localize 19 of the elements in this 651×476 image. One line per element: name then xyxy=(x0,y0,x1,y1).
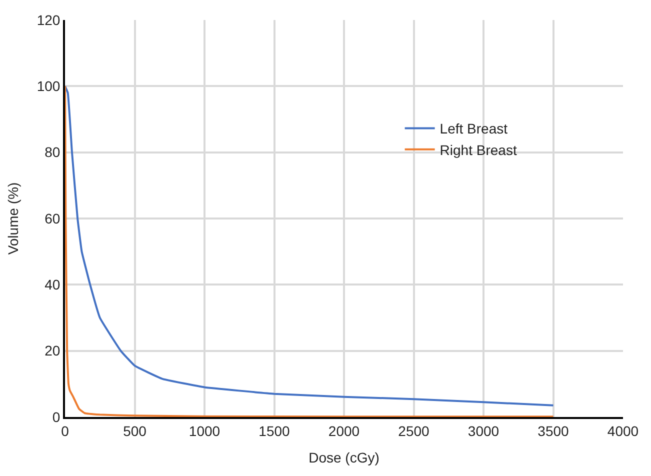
x-axis-title: Dose (cGy) xyxy=(308,450,380,466)
y-tick-label: 20 xyxy=(44,342,60,359)
x-tick-label: 2000 xyxy=(328,422,360,439)
y-tick-label: 60 xyxy=(44,210,60,226)
y-tick-label: 80 xyxy=(44,144,60,160)
x-tick-label: 500 xyxy=(123,422,147,439)
legend-label: Left Breast xyxy=(440,120,508,137)
x-tick-label: 1000 xyxy=(188,422,220,439)
x-tick-label: 3000 xyxy=(468,422,500,439)
y-tick-label: 120 xyxy=(36,12,60,28)
x-tick-label: 1500 xyxy=(258,422,290,439)
y-tick-label: 40 xyxy=(44,276,60,293)
x-tick-label: 4000 xyxy=(607,422,639,439)
x-tick-label: 3500 xyxy=(538,422,570,439)
y-tick-label: 100 xyxy=(36,78,60,94)
y-axis-title: Volume (%) xyxy=(4,182,21,255)
y-tick-label: 0 xyxy=(52,408,60,425)
legend-label: Right Breast xyxy=(440,142,517,158)
x-tick-label: 2500 xyxy=(398,422,430,439)
